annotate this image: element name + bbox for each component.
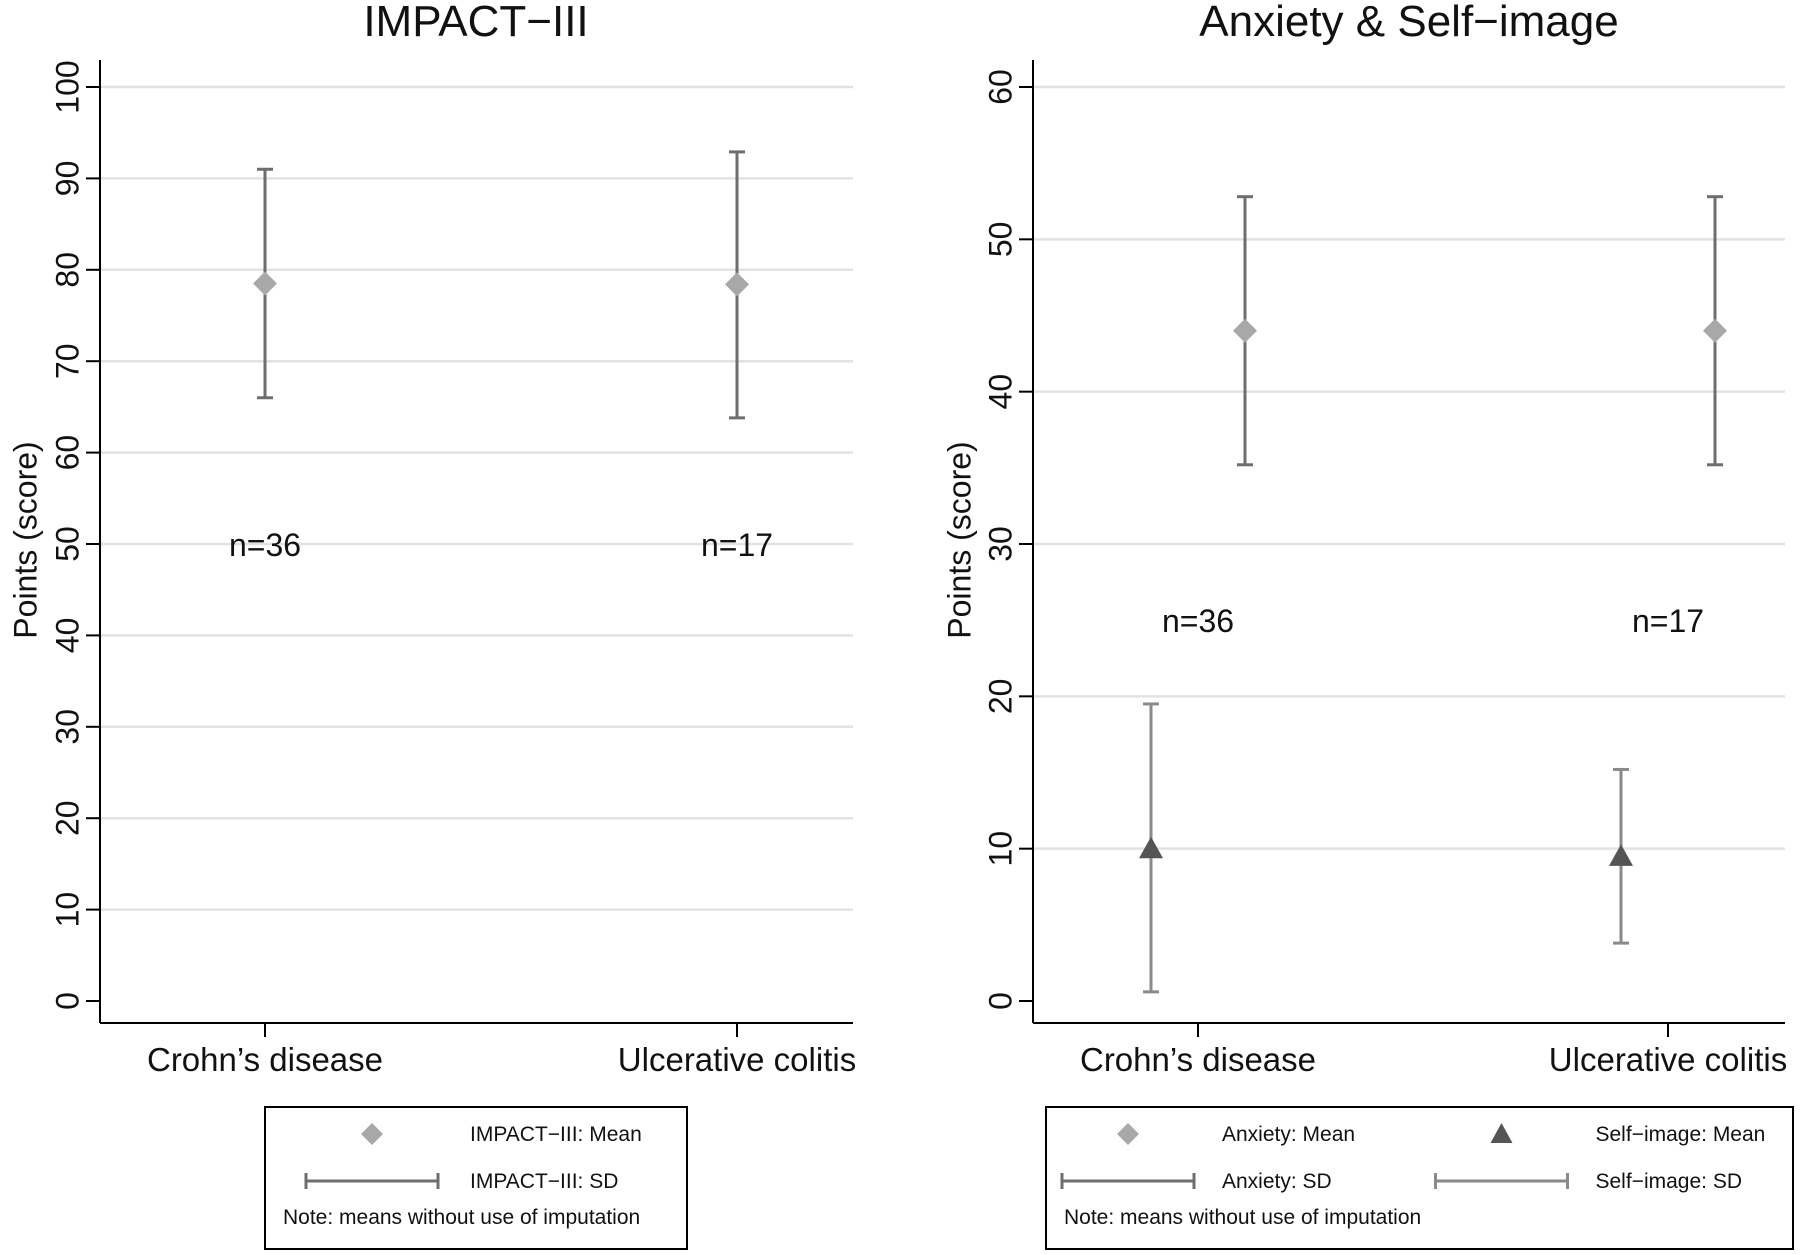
panel-1: 0 10 20 30 40 50 60 70 80 90 100 Points (score) IMPA… [7, 0, 856, 1250]
y-tick-label: 30 [982, 526, 1018, 562]
y-tick-label: 90 [49, 161, 85, 197]
legend: IMPACT−III: Mean IMPACT−III: SD Note: mean… [264, 1106, 688, 1250]
y-axis-label: Points (score) [941, 441, 977, 638]
y-tick-label: 50 [49, 526, 85, 562]
y-tick-label: 20 [49, 800, 85, 836]
legend-sd-label: Self−image: SD [1596, 1170, 1743, 1193]
n-annotation: n=17 [701, 527, 773, 563]
x-category-label: Crohn’s disease [1080, 1041, 1316, 1078]
legend-mean-label: Anxiety: Mean [1222, 1123, 1355, 1146]
mean-marker-triangle [1609, 844, 1633, 866]
mean-marker-triangle [1139, 836, 1163, 859]
legend-sd-label: IMPACT−III: SD [470, 1170, 618, 1193]
y-tick-label: 40 [982, 374, 1018, 410]
y-tick-label: 70 [49, 343, 85, 379]
n-annotation: n=36 [229, 527, 301, 563]
chart-title: IMPACT−III [363, 0, 588, 46]
legend-triangle-icon [1490, 1123, 1513, 1143]
mean-marker-diamond [725, 272, 749, 297]
y-tick-label: 60 [49, 435, 85, 471]
y-tick-label: 30 [49, 709, 85, 745]
legend-sd-label: Anxiety: SD [1222, 1170, 1332, 1193]
y-tick-label: 60 [982, 69, 1018, 105]
y-tick-label: 10 [982, 831, 1018, 867]
y-tick-label: 100 [49, 60, 85, 113]
legend-diamond-icon [361, 1123, 383, 1145]
y-tick-label: 10 [49, 892, 85, 928]
plot-area [100, 60, 853, 1023]
legend-mean-label: IMPACT−III: Mean [470, 1123, 642, 1146]
legend-note: Note: means without use of imputation [283, 1206, 640, 1229]
y-tick-label: 0 [49, 992, 85, 1010]
y-axis-label: Points (score) [7, 441, 43, 638]
y-tick-label: 0 [982, 992, 1018, 1010]
x-category-label: Ulcerative colitis [618, 1041, 856, 1078]
n-annotation: n=36 [1162, 603, 1234, 639]
y-tick-label: 80 [49, 252, 85, 288]
x-category-label: Ulcerative colitis [1549, 1041, 1787, 1078]
y-tick-label: 50 [982, 222, 1018, 258]
legend-mean-label: Self−image: Mean [1596, 1123, 1766, 1146]
x-category-label: Crohn’s disease [147, 1041, 383, 1078]
mean-marker-diamond [1703, 318, 1727, 343]
legend-box [1045, 1106, 1794, 1250]
plot-area [1033, 60, 1785, 1023]
panel-2: 0 10 20 30 40 50 60 Points (score) Anxiety & Sel… [941, 0, 1794, 1250]
chart-title: Anxiety & Self−image [1199, 0, 1618, 46]
mean-marker-diamond [1233, 318, 1257, 343]
mean-marker-diamond [253, 271, 277, 296]
legend-box [264, 1106, 688, 1250]
legend: Anxiety: Mean Anxiety: SD Self−image: Mean… [1045, 1106, 1794, 1250]
n-annotation: n=17 [1632, 603, 1704, 639]
legend-diamond-icon [1117, 1123, 1139, 1145]
y-tick-label: 40 [49, 618, 85, 654]
y-tick-label: 20 [982, 679, 1018, 715]
legend-note: Note: means without use of imputation [1064, 1206, 1421, 1229]
